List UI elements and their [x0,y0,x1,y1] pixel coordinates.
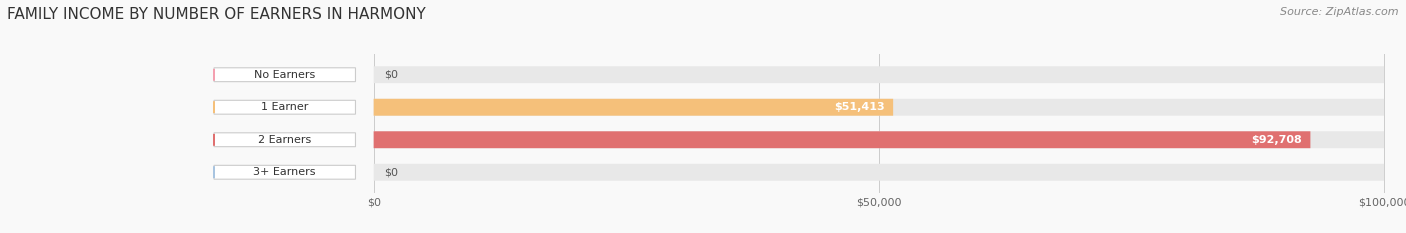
FancyBboxPatch shape [214,165,356,179]
Text: No Earners: No Earners [254,70,315,80]
Text: $51,413: $51,413 [834,102,884,112]
Text: 2 Earners: 2 Earners [259,135,311,145]
Text: 1 Earner: 1 Earner [262,102,308,112]
FancyBboxPatch shape [374,99,893,116]
FancyBboxPatch shape [374,164,1384,181]
Text: $92,708: $92,708 [1251,135,1302,145]
Text: Source: ZipAtlas.com: Source: ZipAtlas.com [1281,7,1399,17]
FancyBboxPatch shape [214,68,356,82]
Text: $0: $0 [384,167,398,177]
Text: FAMILY INCOME BY NUMBER OF EARNERS IN HARMONY: FAMILY INCOME BY NUMBER OF EARNERS IN HA… [7,7,426,22]
FancyBboxPatch shape [374,99,1384,116]
FancyBboxPatch shape [374,131,1310,148]
FancyBboxPatch shape [214,100,356,114]
Text: 3+ Earners: 3+ Earners [253,167,316,177]
FancyBboxPatch shape [214,133,356,147]
Text: $0: $0 [384,70,398,80]
FancyBboxPatch shape [374,131,1384,148]
FancyBboxPatch shape [374,66,1384,83]
